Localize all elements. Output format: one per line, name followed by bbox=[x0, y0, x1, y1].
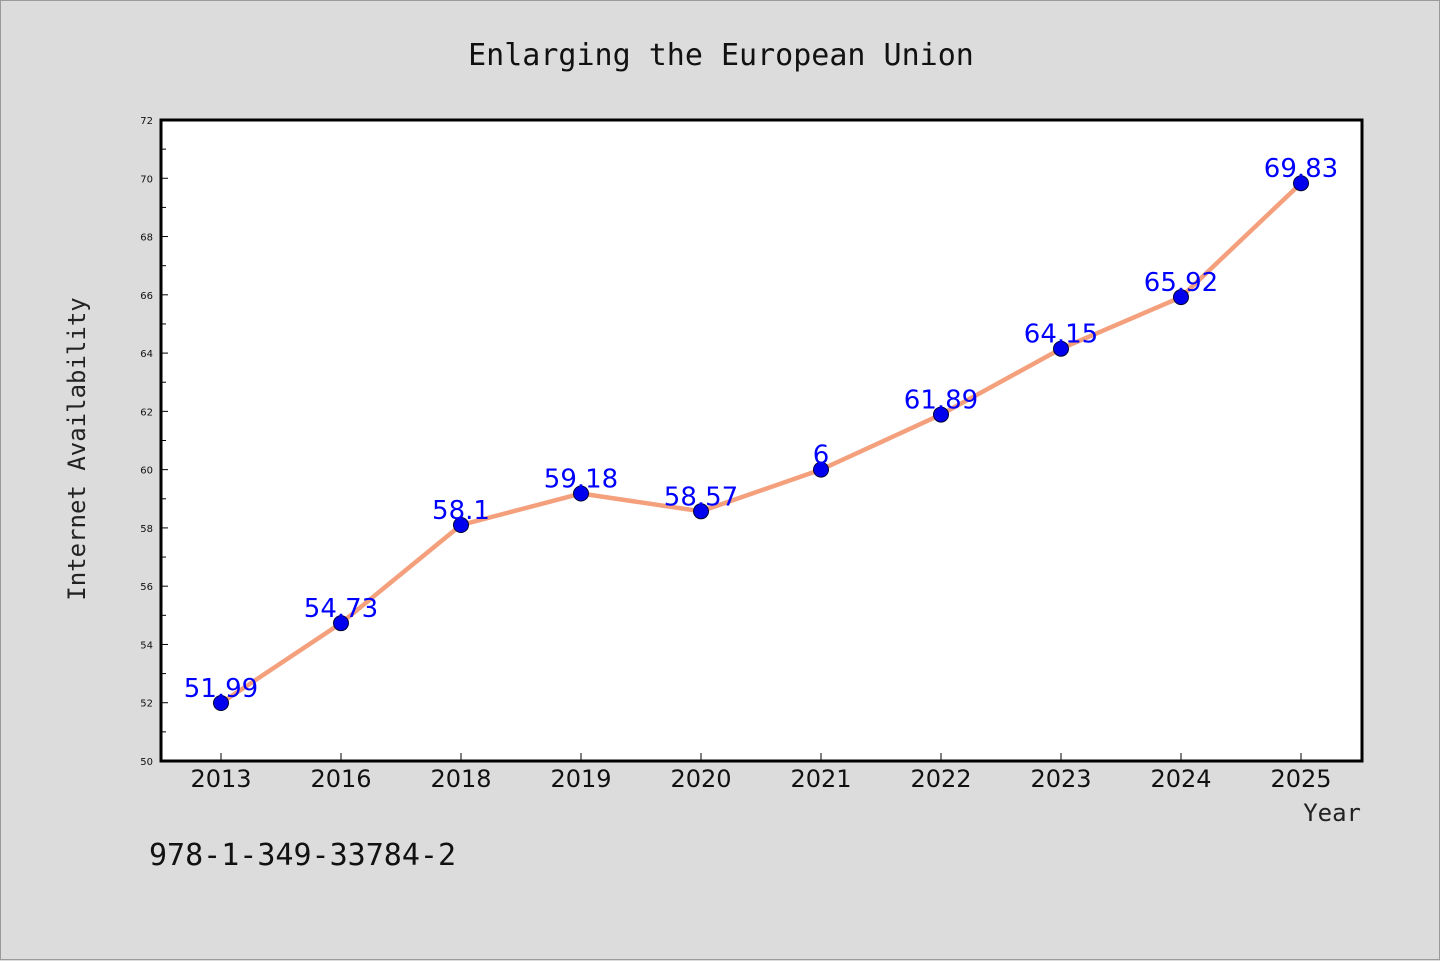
x-axis: 2013 2016 2018 2019 2020 2021 2022 2023 2024 2025 bbox=[190, 753, 1332, 793]
data-point bbox=[573, 485, 589, 502]
x-tick-label: 2020 bbox=[670, 765, 731, 793]
series-line-group bbox=[218, 180, 1304, 706]
y-tick-label: 66 bbox=[140, 291, 153, 302]
data-label: 64.15 bbox=[1024, 320, 1098, 350]
data-point bbox=[813, 461, 829, 478]
data-label: 61.89 bbox=[904, 386, 978, 416]
y-tick-label: 72 bbox=[140, 116, 153, 127]
data-point bbox=[693, 503, 709, 520]
y-axis: 50 52 54 56 58 60 62 64 66 68 70 72 bbox=[140, 116, 168, 768]
y-axis-label: Internet Availability bbox=[63, 297, 91, 600]
data-label: 59.18 bbox=[544, 465, 618, 495]
x-tick-label: 2025 bbox=[1270, 765, 1331, 793]
y-tick-label: 60 bbox=[140, 466, 153, 477]
data-point bbox=[453, 516, 469, 533]
x-tick-label: 2019 bbox=[550, 765, 611, 793]
data-label: 54.73 bbox=[304, 594, 378, 624]
data-markers bbox=[213, 175, 1309, 712]
data-point bbox=[1053, 340, 1069, 357]
data-label: 51.99 bbox=[184, 674, 258, 704]
data-label: 6 bbox=[813, 441, 830, 471]
data-label: 69.83 bbox=[1264, 154, 1338, 184]
y-tick-label: 64 bbox=[140, 349, 153, 360]
data-point bbox=[933, 406, 949, 423]
x-tick-label: 2013 bbox=[190, 765, 251, 793]
data-point bbox=[213, 695, 229, 712]
series-line bbox=[218, 180, 1304, 706]
data-label: 65.92 bbox=[1144, 268, 1218, 298]
y-tick-label: 56 bbox=[140, 582, 153, 593]
x-tick-label: 2021 bbox=[790, 765, 851, 793]
x-axis-label: Year bbox=[1303, 799, 1361, 827]
y-tick-label: 50 bbox=[140, 757, 153, 768]
isbn-text: 978-1-349-33784-2 bbox=[149, 838, 456, 873]
y-tick-label: 52 bbox=[140, 699, 153, 710]
y-tick-label: 62 bbox=[140, 407, 153, 418]
y-tick-label: 70 bbox=[140, 174, 153, 185]
data-labels: 51.99 54.73 58.1 59.18 58.57 6 61.89 64.15 65.92… bbox=[184, 154, 1338, 704]
x-tick-label: 2023 bbox=[1030, 765, 1091, 793]
x-tick-label: 2022 bbox=[910, 765, 971, 793]
chart-title: Enlarging the European Union bbox=[468, 38, 974, 73]
plot-area bbox=[159, 118, 1364, 763]
x-tick-label: 2018 bbox=[430, 765, 491, 793]
data-point bbox=[1173, 289, 1189, 306]
data-label: 58.1 bbox=[432, 496, 490, 526]
data-point bbox=[333, 615, 349, 632]
y-tick-label: 54 bbox=[140, 640, 153, 651]
y-tick-label: 68 bbox=[140, 233, 153, 244]
data-point bbox=[1293, 175, 1309, 192]
x-tick-label: 2016 bbox=[310, 765, 371, 793]
x-tick-label: 2024 bbox=[1150, 765, 1211, 793]
data-label: 58.57 bbox=[664, 482, 738, 512]
y-tick-label: 58 bbox=[140, 524, 153, 535]
